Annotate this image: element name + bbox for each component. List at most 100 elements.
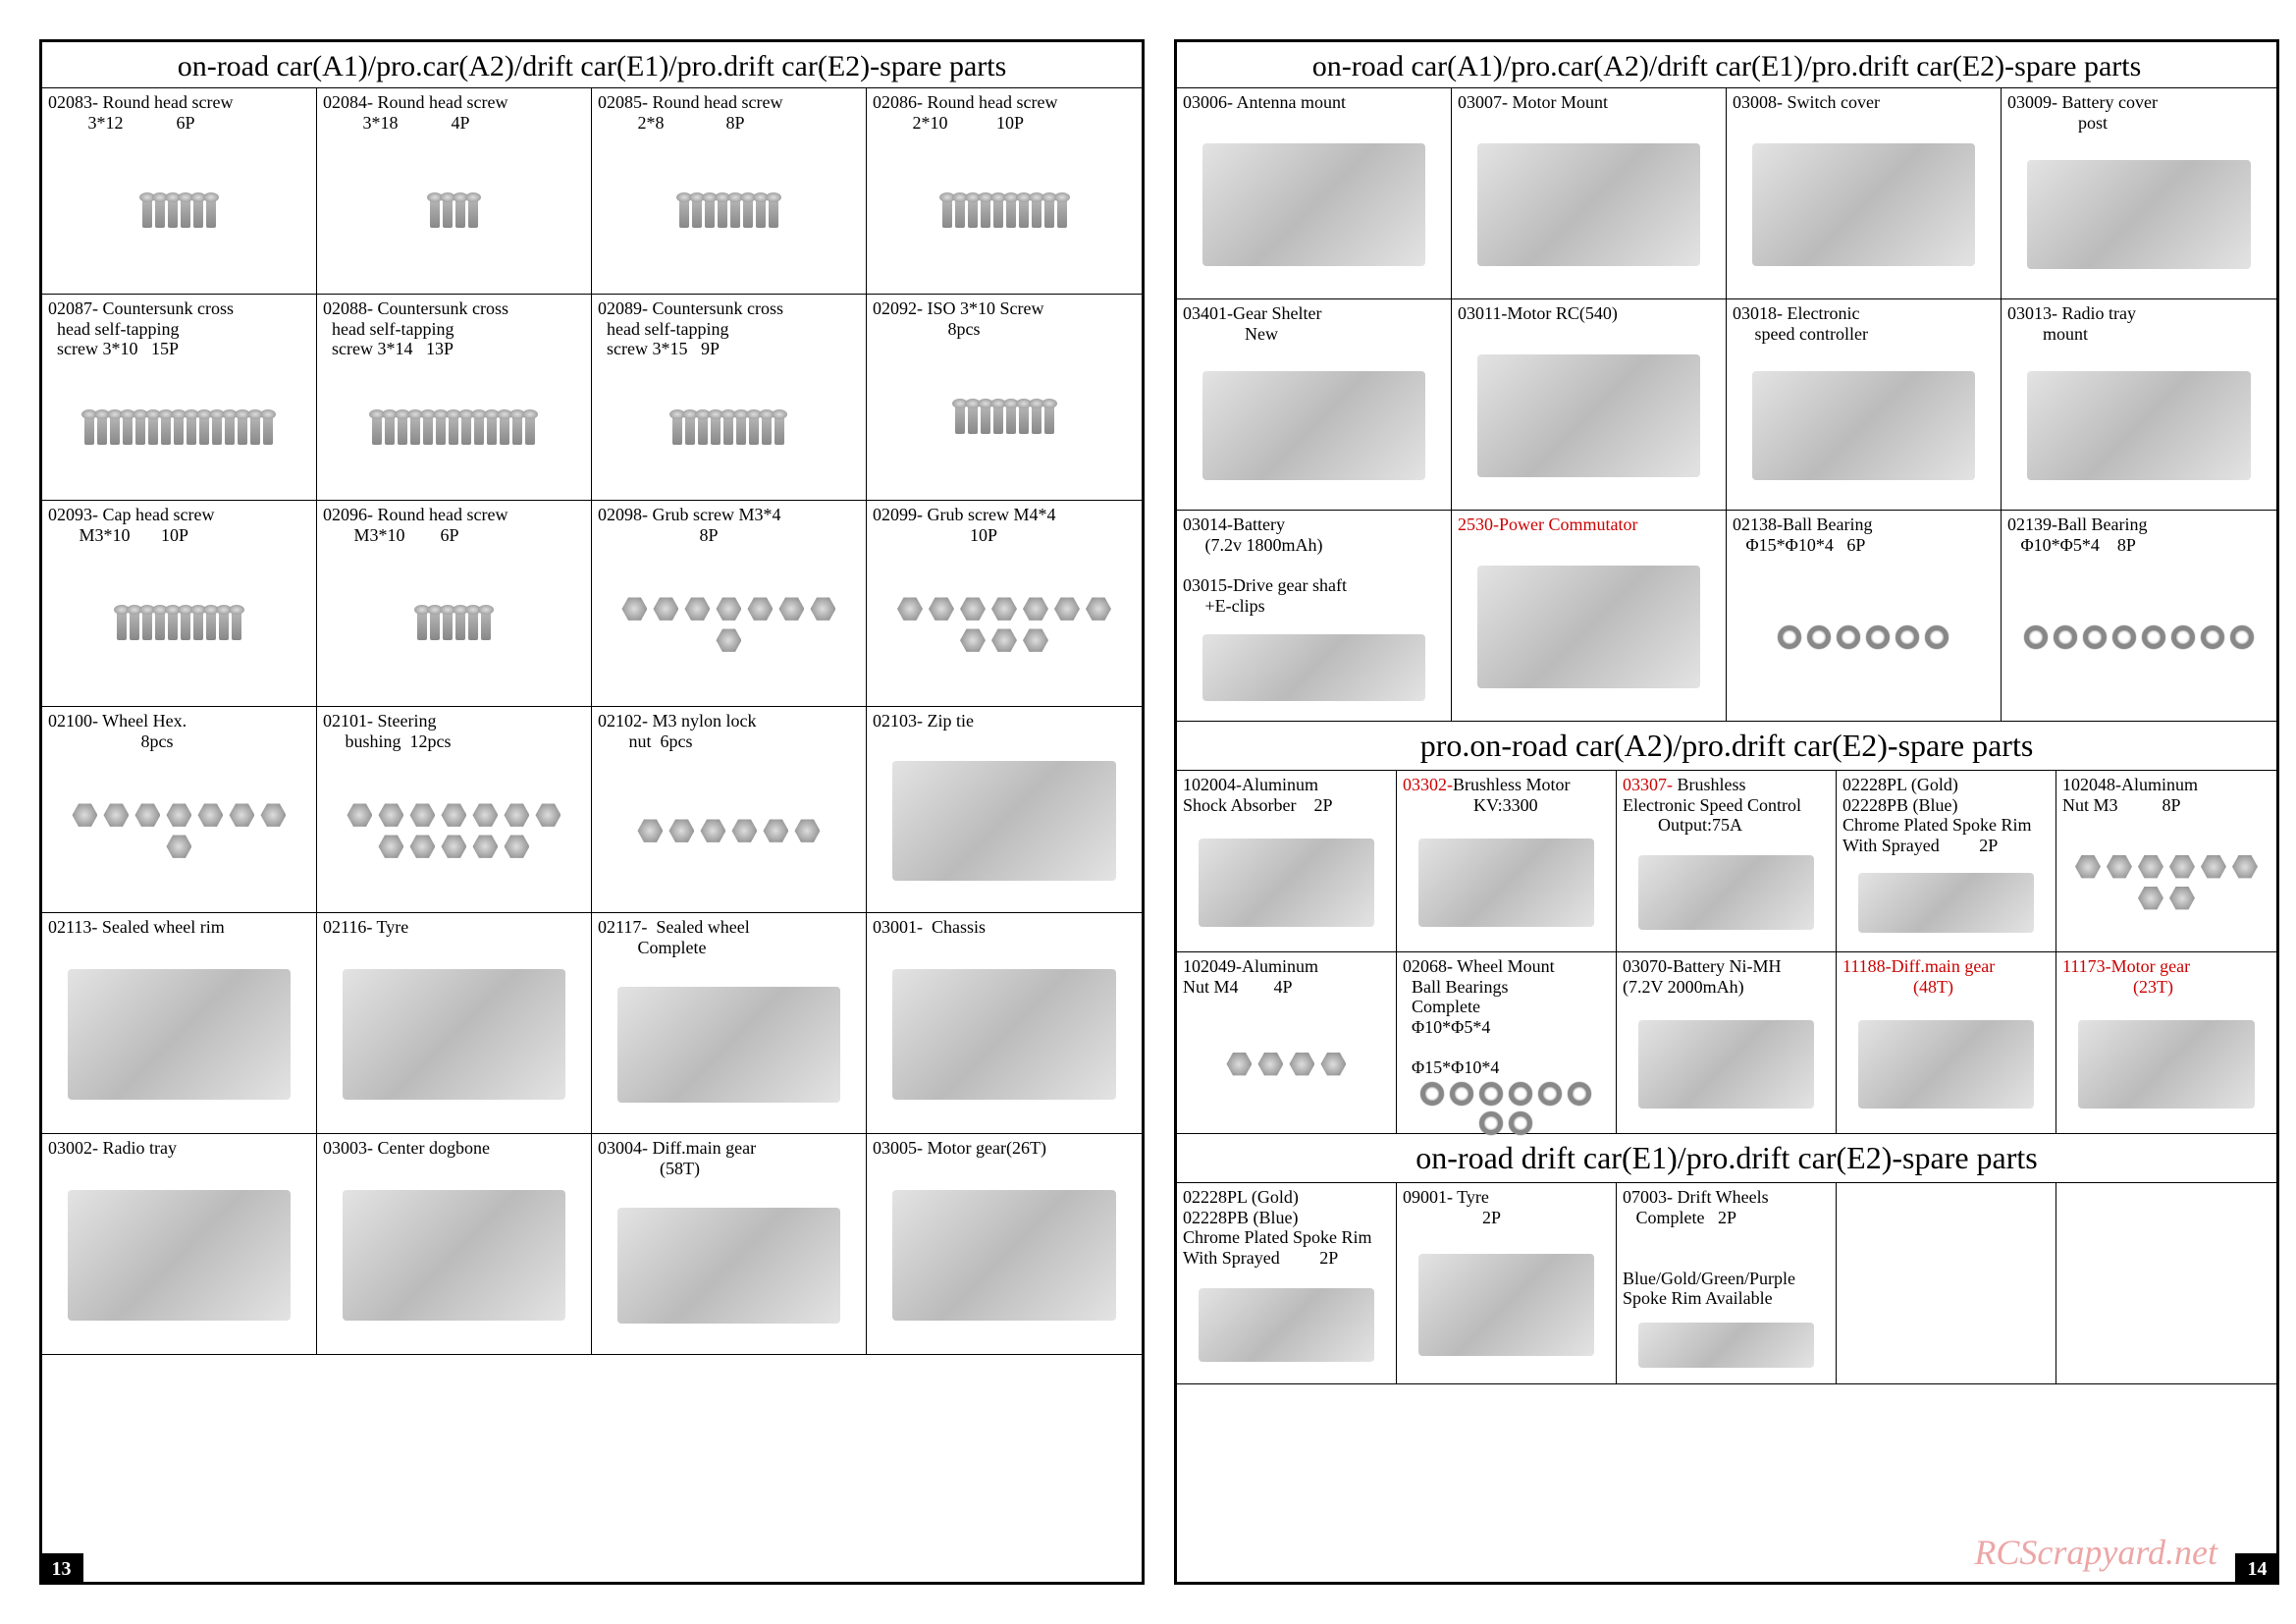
part-cell-03008: 03008- Switch cover: [1727, 88, 2002, 299]
part-image: [1623, 1309, 1830, 1381]
part-image: [598, 133, 860, 292]
part-image: [48, 545, 310, 704]
part-image: [598, 359, 860, 498]
part-image: [2062, 997, 2270, 1131]
part-cell-02103: 02103- Zip tie: [867, 707, 1142, 913]
part-label: 03007- Motor Mount: [1458, 92, 1720, 113]
part-image: [48, 1159, 310, 1352]
part-cell-03007: 03007- Motor Mount: [1452, 88, 1727, 299]
part-cell-02098: 02098- Grub screw M3*4 8P: [592, 501, 867, 707]
part-label: 03070-Battery Ni-MH (7.2V 2000mAh): [1623, 956, 1830, 997]
part-cell-03307: 03307- Brushless Electronic Speed Contro…: [1617, 771, 1837, 952]
part-label: 02117- Sealed wheel Complete: [598, 917, 860, 957]
part-label: 11173-Motor gear (23T): [2062, 956, 2270, 997]
part-cell-2530: 2530-Power Commutator: [1452, 511, 1727, 722]
part-image: [598, 545, 860, 704]
right-page: on-road car(A1)/pro.car(A2)/drift car(E1…: [1174, 39, 2279, 1585]
part-label: 102004-Aluminum Shock Absorber 2P: [1183, 775, 1390, 815]
part-image: [1403, 1227, 1610, 1381]
part-cell-02096: 02096- Round head screw M3*10 6P: [317, 501, 592, 707]
part-label: 02096- Round head screw M3*10 6P: [323, 505, 585, 545]
left-page: on-road car(A1)/pro.car(A2)/drift car(E1…: [39, 39, 1145, 1585]
part-image: [1458, 535, 1720, 719]
part-label: 2530-Power Commutator: [1458, 514, 1720, 535]
part-image: [323, 751, 585, 910]
parts-grid: 02228PL (Gold) 02228PB (Blue) Chrome Pla…: [1177, 1182, 2276, 1384]
part-image: [873, 1159, 1136, 1352]
part-cell-02139: 02139-Ball Bearing Φ10*Φ5*4 8P: [2002, 511, 2276, 722]
part-cell-02117: 02117- Sealed wheel Complete: [592, 913, 867, 1134]
part-label: 03005- Motor gear(26T): [873, 1138, 1136, 1159]
part-label: 02086- Round head screw 2*10 10P: [873, 92, 1136, 133]
part-label: 02098- Grub screw M3*4 8P: [598, 505, 860, 545]
part-image: [873, 339, 1136, 498]
part-label: 03302-Brushless Motor KV:3300: [1403, 775, 1610, 815]
part-label: 02099- Grub screw M4*4 10P: [873, 505, 1136, 545]
part-label: 02092- ISO 3*10 Screw 8pcs: [873, 298, 1136, 339]
part-image: [873, 938, 1136, 1131]
part-image: [48, 751, 310, 910]
part-cell-03014: 03014-Battery (7.2v 1800mAh) 03015-Drive…: [1177, 511, 1452, 722]
part-label: 07003- Drift Wheels Complete 2P Blue/Gol…: [1623, 1187, 1830, 1309]
part-cell-02083: 02083- Round head screw 3*12 6P: [42, 88, 317, 295]
part-label: 02087- Countersunk cross head self-tappi…: [48, 298, 310, 359]
part-image: [1458, 324, 1720, 508]
part-label: 02083- Round head screw 3*12 6P: [48, 92, 310, 133]
left-parts-grid: 02083- Round head screw 3*12 6P 02084- Ro…: [42, 87, 1142, 1355]
part-image: [1403, 815, 1610, 949]
part-image: [1183, 616, 1445, 719]
part-cell-03004: 03004- Diff.main gear (58T): [592, 1134, 867, 1355]
part-label: 02093- Cap head screw M3*10 10P: [48, 505, 310, 545]
part-image: [598, 1178, 860, 1352]
left-page-title: on-road car(A1)/pro.car(A2)/drift car(E1…: [42, 42, 1142, 87]
part-label: 11188-Diff.main gear (48T): [1842, 956, 2050, 997]
part-cell-09001: 09001- Tyre 2P: [1397, 1183, 1617, 1384]
part-label: 03006- Antenna mount: [1183, 92, 1445, 113]
part-label: 02084- Round head screw 3*18 4P: [323, 92, 585, 133]
part-label: 03401-Gear Shelter New: [1183, 303, 1445, 344]
part-cell-102049: 102049-Aluminum Nut M4 4P: [1177, 952, 1397, 1134]
part-cell-03013: 03013- Radio tray mount: [2002, 299, 2276, 511]
part-image: [1623, 836, 1830, 949]
part-cell-02086: 02086- Round head screw 2*10 10P: [867, 88, 1142, 295]
part-cell-102048: 102048-Aluminum Nut M3 8P: [2056, 771, 2276, 952]
part-label: 03011-Motor RC(540): [1458, 303, 1720, 324]
part-cell-02099: 02099- Grub screw M4*4 10P: [867, 501, 1142, 707]
part-cell-03302: 03302-Brushless Motor KV:3300: [1397, 771, 1617, 952]
part-cell-02089: 02089- Countersunk cross head self-tappi…: [592, 295, 867, 501]
part-cell-02228PL: 02228PL (Gold) 02228PB (Blue) Chrome Pla…: [1837, 771, 2056, 952]
part-image: [1458, 113, 1720, 297]
part-image: [598, 751, 860, 910]
part-label: 02085- Round head screw 2*8 8P: [598, 92, 860, 133]
part-cell-03002: 03002- Radio tray: [42, 1134, 317, 1355]
part-label: 02068- Wheel Mount Ball Bearings Complet…: [1403, 956, 1610, 1078]
part-image: [1183, 997, 1390, 1131]
part-image: [2062, 1187, 2270, 1381]
part-cell-102004: 102004-Aluminum Shock Absorber 2P: [1177, 771, 1397, 952]
part-label: 03014-Battery (7.2v 1800mAh) 03015-Drive…: [1183, 514, 1445, 616]
part-label: 03013- Radio tray mount: [2007, 303, 2270, 344]
part-cell-02093: 02093- Cap head screw M3*10 10P: [42, 501, 317, 707]
part-image: [1842, 997, 2050, 1131]
part-label: 102048-Aluminum Nut M3 8P: [2062, 775, 2270, 815]
part-image: [1733, 555, 1995, 719]
part-cell-02085: 02085- Round head screw 2*8 8P: [592, 88, 867, 295]
part-label: 03001- Chassis: [873, 917, 1136, 938]
part-cell-02113: 02113- Sealed wheel rim: [42, 913, 317, 1134]
part-cell-03018: 03018- Electronic speed controller: [1727, 299, 2002, 511]
part-image: [1183, 113, 1445, 297]
part-cell-07003: 07003- Drift Wheels Complete 2P Blue/Gol…: [1617, 1183, 1837, 1384]
part-cell-03009: 03009- Battery cover post: [2002, 88, 2276, 299]
part-image: [1733, 113, 1995, 297]
part-image: [48, 359, 310, 498]
part-cell-03070: 03070-Battery Ni-MH (7.2V 2000mAh): [1617, 952, 1837, 1134]
part-image: [1842, 856, 2050, 949]
part-label: 03008- Switch cover: [1733, 92, 1995, 113]
part-image: [873, 545, 1136, 704]
part-label: 09001- Tyre 2P: [1403, 1187, 1610, 1227]
section-title: pro.on-road car(A2)/pro.drift car(E2)-sp…: [1177, 722, 2276, 770]
part-image: [48, 938, 310, 1131]
part-image: [873, 133, 1136, 292]
part-image: [873, 731, 1136, 910]
part-label: 02138-Ball Bearing Φ15*Φ10*4 6P: [1733, 514, 1995, 555]
